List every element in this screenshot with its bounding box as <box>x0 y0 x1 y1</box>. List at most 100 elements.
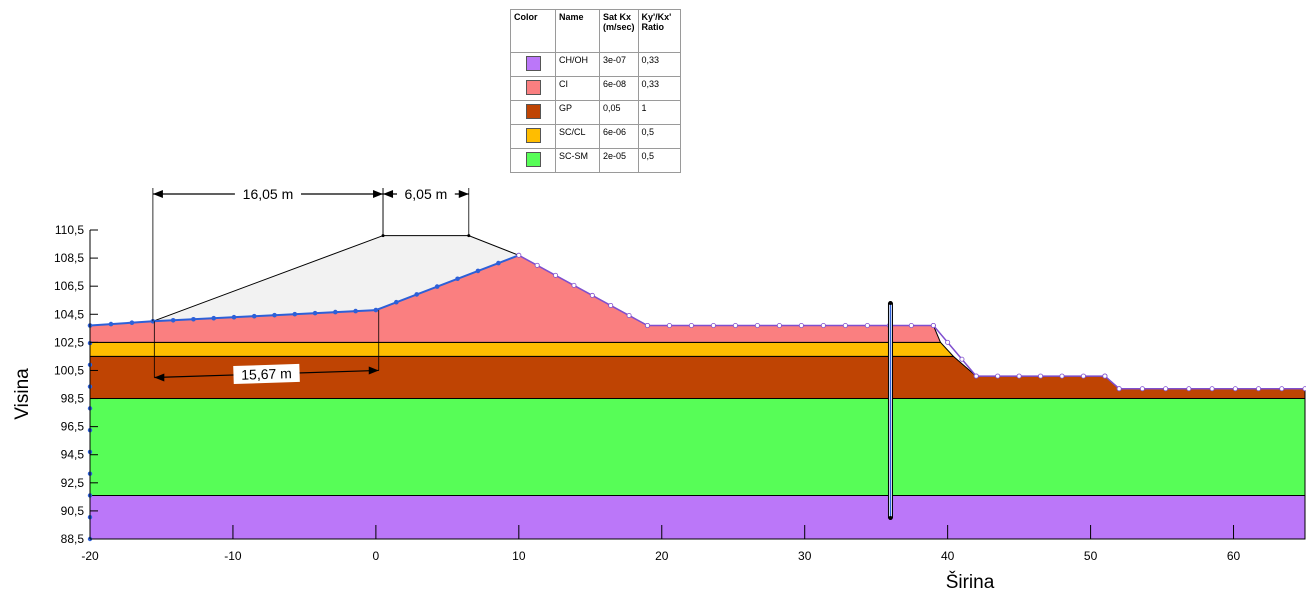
legend-row: CI 6e-08 0,33 <box>510 76 681 101</box>
x-tick-label: 40 <box>941 549 955 563</box>
well-top-node <box>888 301 893 305</box>
y-tick-label: 106,5 <box>54 279 84 293</box>
surface-node <box>1232 386 1238 392</box>
surface-node <box>534 262 540 268</box>
surface-node <box>1116 386 1122 392</box>
legend-material-name: SC-SM <box>555 148 600 173</box>
legend-row: GP 0,05 1 <box>510 100 681 125</box>
dimension-arrow <box>373 190 384 198</box>
surface-node <box>666 323 672 329</box>
legend-ratio: 0,5 <box>637 148 681 173</box>
seepage-node <box>129 320 135 326</box>
surface-node <box>644 323 650 329</box>
dimension: 6,05 m <box>382 185 470 236</box>
seepage-node <box>455 276 460 282</box>
dimension-arrow <box>152 190 163 198</box>
dimension-arrow <box>458 190 469 198</box>
y-tick-label: 98,5 <box>61 392 85 406</box>
surface-node <box>945 339 951 345</box>
surface-node <box>1139 386 1145 392</box>
surface-node <box>516 252 522 258</box>
seepage-node <box>292 311 298 317</box>
seepage-node <box>394 299 399 305</box>
x-axis-title: Širina <box>946 571 995 593</box>
surface-node <box>553 272 559 278</box>
legend-ratio: 0,33 <box>637 52 681 77</box>
seepage-node <box>475 268 481 274</box>
x-tick-label: 60 <box>1227 549 1241 563</box>
dimension-label: 16,05 m <box>243 186 294 202</box>
legend-ratio: 1 <box>637 100 681 125</box>
surface-node <box>571 282 577 288</box>
dimension-label-bg <box>397 185 455 203</box>
seepage-node <box>191 316 196 322</box>
surface-node <box>1163 386 1169 392</box>
surface-node <box>864 323 870 329</box>
seepage-node <box>211 315 217 321</box>
dimension-arrow <box>383 190 394 198</box>
well-group <box>887 301 893 520</box>
surface-node <box>1186 386 1192 392</box>
seepage-node <box>272 312 277 318</box>
seepage-node <box>231 314 237 320</box>
y-tick-label: 100,5 <box>54 363 84 377</box>
legend-material-name: CI <box>555 76 600 101</box>
y-tick-label: 102,5 <box>54 335 84 349</box>
legend-swatch-box <box>525 56 541 71</box>
seepage-node <box>170 317 176 323</box>
surface-node <box>1059 373 1065 379</box>
x-tick-label: 0 <box>373 549 380 563</box>
surface-node <box>995 373 1001 379</box>
surface-node <box>842 323 848 329</box>
surface-node <box>608 302 614 308</box>
legend-header-satkx-line2: (m/sec) <box>603 22 635 32</box>
legend-header-color: Color <box>510 9 556 53</box>
dimension-label: 15,67 m <box>241 365 292 383</box>
y-tick-label: 108,5 <box>54 251 84 265</box>
legend-header-name: Name <box>555 9 600 53</box>
surface-node <box>1279 386 1285 392</box>
surface-node <box>776 323 782 329</box>
y-tick-label: 92,5 <box>61 476 85 490</box>
dimension: 15,67 m <box>153 310 380 384</box>
legend-header-ratio-line1: Ky'/Kx' <box>641 12 672 22</box>
legend-swatch-box <box>525 104 541 119</box>
seepage-node <box>251 313 257 319</box>
seepage-node <box>434 284 440 289</box>
legend-header-row: Color Name Sat Kx (m/sec) Ky'/Kx' Ratio <box>510 9 681 53</box>
surface-node <box>1256 386 1262 392</box>
surface-node <box>973 373 979 379</box>
seepage-node <box>312 310 318 316</box>
surface-node <box>1209 386 1215 392</box>
dimension: 16,05 m <box>152 185 384 322</box>
x-tick-label: 50 <box>1084 549 1098 563</box>
legend-sat-kx: 3e-07 <box>599 52 639 77</box>
dimension-lines: 16,05 m 6,05 m 15,67 m <box>152 185 470 384</box>
dimension-arrow <box>154 373 165 382</box>
legend-ratio: 0,5 <box>637 124 681 149</box>
seepage-node <box>333 309 338 315</box>
y-tick-label: 110,5 <box>55 223 84 237</box>
surface-node <box>1038 373 1044 379</box>
axes: -20 -10 0 10 20 30 40 50 60 110,5 108,5 106,5 104,5 1… <box>54 223 1305 563</box>
legend-swatch <box>510 100 556 125</box>
surface-node <box>908 323 914 329</box>
surface-node <box>820 323 826 329</box>
surface-node <box>732 323 738 329</box>
legend-row: SC/CL 6e-06 0,5 <box>510 124 681 149</box>
y-tick-label: 96,5 <box>61 420 85 434</box>
y-tick-label: 88,5 <box>61 532 85 546</box>
y-tick-label: 90,5 <box>61 504 85 518</box>
layer-ch-oh <box>89 495 1306 540</box>
legend-body: CH/OH 3e-07 0,33 CI 6e-08 0,33 GP 0,05 1 SC/CL 6e-… <box>510 52 681 173</box>
x-tick-label: 30 <box>798 549 812 563</box>
y-tick-label: 104,5 <box>54 307 84 321</box>
legend-header-ratio-line2: Ratio <box>641 22 665 32</box>
surface-node <box>1016 373 1022 379</box>
dimension-arrow <box>368 366 379 375</box>
legend-row: SC-SM 2e-05 0,5 <box>510 148 681 173</box>
surface-node <box>589 292 595 298</box>
y-axis-title: Visina <box>12 368 33 420</box>
surface-node <box>1302 386 1306 392</box>
